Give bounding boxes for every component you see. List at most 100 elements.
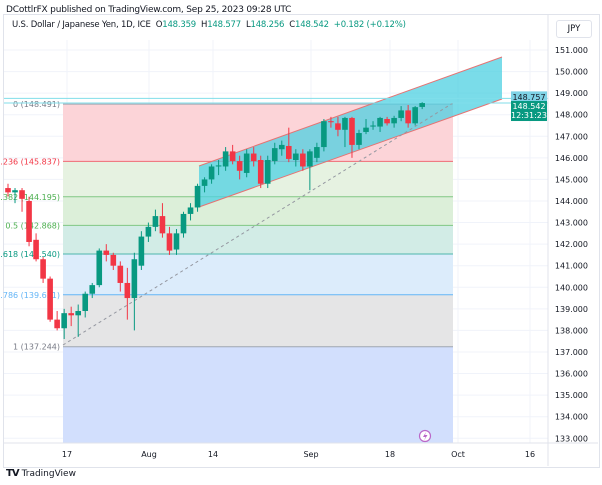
low-label: L [245, 20, 251, 30]
candle-body [321, 121, 327, 148]
tv-logo-icon: TV [6, 468, 20, 479]
candle-body [12, 190, 18, 193]
candle-body [54, 319, 60, 329]
candle-body [187, 207, 194, 214]
fib-level-label: 0 (148.491) [13, 100, 60, 109]
fib-level-label: 0.5 (142.868) [5, 221, 60, 230]
candle-body [405, 110, 411, 124]
time-tick-label: Oct [451, 450, 465, 459]
high-value: 148.577 [207, 20, 241, 30]
close-value: 148.542 [295, 20, 329, 30]
brand-name: TradingView [21, 468, 76, 479]
chart-frame [3, 14, 600, 468]
candle-body [145, 226, 152, 237]
price-tick-label: 146.000 [555, 154, 588, 163]
fib-zone [63, 225, 453, 255]
candle-body [117, 265, 124, 283]
candle-body [61, 313, 67, 329]
candle-body [208, 166, 215, 180]
candle-body [166, 233, 173, 251]
channel-upper-line [198, 56, 503, 167]
symbol-title: U.S. Dollar / Japanese Yen, 1D, ICE [12, 20, 151, 30]
time-tick-label: 14 [208, 450, 218, 459]
candle-body [384, 119, 390, 124]
fib-level-label: 0.786 (139.651) [0, 291, 60, 300]
candle-body [201, 179, 208, 186]
price-tick-label: 138.000 [555, 326, 588, 335]
candle-body [19, 190, 25, 199]
candle-body [5, 188, 11, 193]
time-tick-label: Sep [303, 450, 318, 459]
candle-body [271, 148, 278, 162]
lightning-bolt-icon [423, 432, 428, 441]
candle-body [96, 250, 103, 286]
price-tick-label: 134.000 [555, 413, 588, 422]
candle-body [124, 282, 131, 299]
candle-body [412, 107, 418, 124]
price-tick-label: 143.000 [555, 219, 588, 228]
candle-body [243, 153, 250, 173]
alert-price-badge [511, 91, 547, 103]
high-label: H [201, 20, 208, 30]
candle-body [300, 153, 306, 167]
fib-level-label: 0.382 (144.195) [0, 193, 60, 202]
price-tick-label: 144.000 [555, 197, 588, 206]
tradingview-logo[interactable]: TV TradingView [6, 468, 76, 479]
candle-body [391, 117, 397, 124]
candle-body [75, 310, 81, 316]
currency-button[interactable]: JPY [556, 20, 592, 38]
channel-lower-line [198, 98, 503, 208]
price-tick-label: 148.000 [555, 111, 588, 120]
time-tick-label: Aug [141, 450, 157, 459]
candle-body [138, 236, 145, 266]
time-tick-label: 18 [385, 450, 395, 459]
price-tick-label: 141.000 [555, 262, 588, 271]
candle-body [377, 117, 383, 127]
close-label: C [289, 20, 296, 30]
open-label: O [155, 20, 163, 30]
fib-level-label: 0.618 (141.540) [0, 250, 60, 259]
time-tick-label: 17 [62, 450, 72, 459]
candle-body [264, 160, 271, 184]
candle-body [335, 123, 341, 130]
candle-body [370, 125, 376, 127]
candle-body [159, 216, 166, 234]
candle-body [180, 213, 187, 234]
fib-level-label: 0.236 (145.837) [0, 157, 60, 166]
candle-body [286, 145, 292, 159]
last-price-badge [511, 101, 547, 122]
price-tick-label: 150.000 [555, 68, 588, 77]
candle-body [222, 151, 229, 167]
alert-price-text: 148.757 [512, 93, 545, 102]
low-value: 148.256 [250, 20, 285, 30]
price-tick-label: 135.000 [555, 391, 588, 400]
candle-body [314, 147, 320, 158]
change-value: +0.182 (+0.12%) [333, 20, 406, 30]
candle-body [307, 151, 313, 167]
fib-level-label: 1 (137.244) [13, 343, 60, 352]
candle-body [82, 293, 89, 311]
candle-body [26, 200, 32, 242]
candle-body [236, 161, 243, 171]
candle-body [110, 254, 117, 266]
candle-body [152, 216, 159, 227]
fib-zone-extension [63, 346, 453, 443]
candle-body [215, 165, 222, 167]
fib-zone [63, 294, 453, 347]
last-price-text: 148.542 [512, 102, 545, 111]
price-tick-label: 139.000 [555, 305, 588, 314]
candle-body [293, 153, 299, 161]
candle-body [194, 185, 201, 208]
price-tick-label: 136.000 [555, 370, 588, 379]
price-tick-label: 137.000 [555, 348, 588, 357]
price-tick-label: 147.000 [555, 132, 588, 141]
candle-body [131, 259, 138, 299]
fib-trend-line [62, 102, 454, 346]
candle-body [68, 313, 74, 316]
price-tick-label: 140.000 [555, 283, 588, 292]
candle-body [349, 117, 355, 145]
candle-body [33, 239, 39, 260]
candle-body [356, 133, 362, 145]
